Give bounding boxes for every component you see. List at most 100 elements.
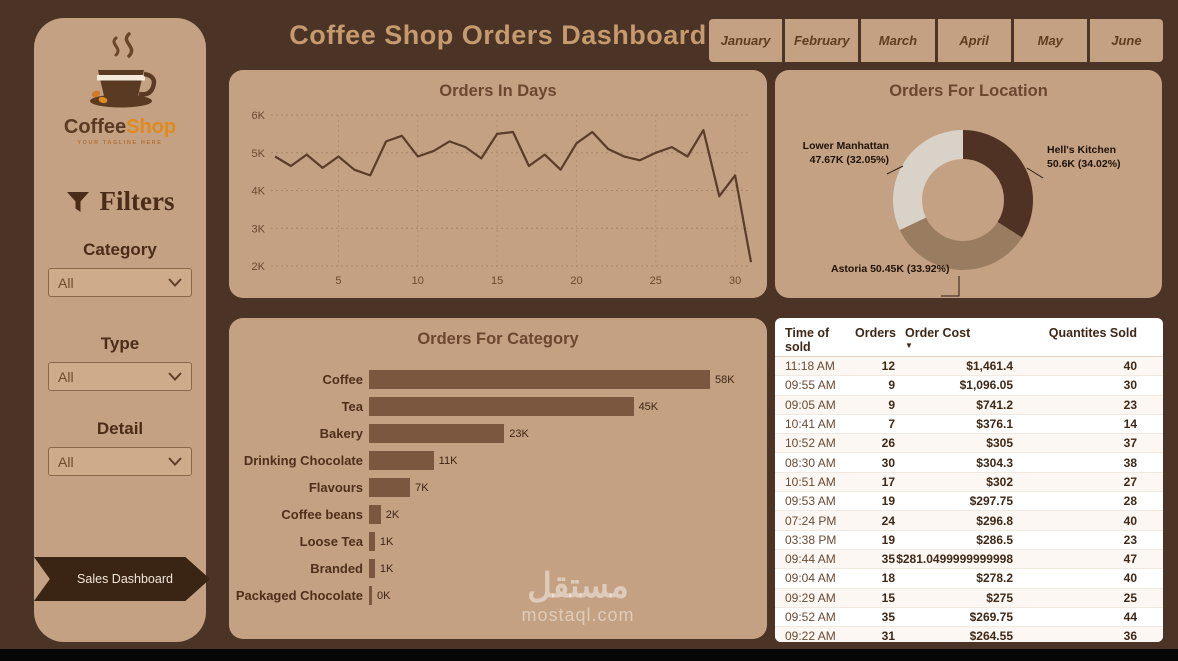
month-tab-february[interactable]: February (785, 19, 859, 62)
table-row: 09:44 AM 35 $281.0499999999998 47 (775, 549, 1163, 570)
chevron-down-icon (168, 278, 182, 287)
donut-label-hells-kitchen: Hell's Kitchen 50.6K (34.02%) (1047, 144, 1121, 170)
table-cell: $281.0499999999998 (896, 552, 1013, 567)
column-header-order-cost[interactable]: Order Cost ▼ (895, 326, 1017, 350)
bar-value-label: 1K (379, 535, 394, 548)
bar-row: Bakery 23K (233, 420, 757, 447)
bar-row: Tea 45K (233, 393, 757, 420)
bar-row: Flavours 7K (233, 474, 757, 501)
bar-row: Loose Tea 1K (233, 528, 757, 555)
table-cell: 09:04 AM (785, 571, 836, 586)
column-header-quantites-sold[interactable]: Quantites Sold (1048, 326, 1137, 340)
table-cell: 24 (881, 513, 895, 528)
table-cell: 38 (1123, 455, 1137, 470)
chevron-down-icon (168, 372, 182, 381)
table-cell: 31 (881, 629, 895, 642)
svg-text:5: 5 (335, 275, 341, 287)
bar-track: 23K (369, 424, 757, 443)
svg-text:6K: 6K (252, 110, 266, 122)
category-dropdown[interactable]: All (48, 268, 192, 297)
orders-for-location-donut-chart (886, 130, 1044, 297)
sidebar: CoffeeShop YOUR TAGLINE HERE Filters Cat… (34, 18, 210, 642)
table-cell: 26 (881, 436, 895, 451)
table-cell: 10:51 AM (785, 474, 836, 489)
table-row: 10:52 AM 26 $305 37 (775, 434, 1163, 454)
table-row: 10:41 AM 7 $376.1 14 (775, 415, 1163, 435)
column-header-orders[interactable]: Orders (855, 326, 896, 340)
table-cell: 08:30 AM (785, 455, 836, 470)
bar-fill[interactable] (369, 532, 375, 551)
svg-text:25: 25 (650, 275, 662, 287)
table-row: 09:05 AM 9 $741.2 23 (775, 395, 1163, 415)
bar-category-label: Packaged Chocolate (235, 588, 363, 603)
month-tabs: January February March April May June (709, 19, 1164, 62)
table-cell: 03:38 PM (785, 532, 837, 547)
orders-for-location-title: Orders For Location (889, 82, 1048, 100)
bar-category-label: Coffee (322, 372, 363, 387)
table-cell: 18 (881, 571, 895, 586)
table-row: 09:53 AM 19 $297.75 28 (775, 492, 1163, 512)
bar-value-label: 23K (509, 427, 529, 440)
table-cell: 09:44 AM (785, 552, 836, 567)
bar-fill[interactable] (369, 397, 634, 416)
month-tab-may[interactable]: May (1013, 19, 1087, 62)
table-cell: 09:29 AM (785, 590, 836, 605)
type-dropdown[interactable]: All (48, 362, 192, 391)
sales-dashboard-button[interactable]: Sales Dashboard (34, 557, 210, 601)
bar-fill[interactable] (369, 451, 434, 470)
svg-text:2K: 2K (252, 261, 266, 273)
bar-category-label: Drinking Chocolate (243, 453, 363, 468)
table-cell: 7 (888, 417, 895, 432)
table-cell: $296.8 (976, 513, 1013, 528)
bar-track: 7K (369, 478, 757, 497)
bar-row: Packaged Chocolate 0K (233, 582, 757, 609)
bar-fill[interactable] (369, 478, 411, 497)
month-tab-april[interactable]: April (937, 19, 1011, 62)
table-cell: 07:24 PM (785, 513, 837, 528)
filter-funnel-icon (66, 191, 89, 212)
table-cell: 09:52 AM (785, 610, 836, 624)
bar-value-label: 2K (385, 508, 400, 521)
bar-category-label: Coffee beans (281, 507, 363, 522)
bar-fill[interactable] (369, 586, 372, 605)
bar-category-label: Tea (341, 399, 363, 414)
svg-text:5K: 5K (252, 148, 266, 160)
table-cell: $275 (986, 590, 1013, 605)
table-cell: 10:52 AM (785, 436, 836, 451)
bottom-black-bar (0, 649, 1178, 661)
table-cell: 9 (888, 397, 895, 412)
column-header-time-of-sold[interactable]: Time of sold (785, 326, 830, 354)
month-tab-march[interactable]: March (861, 19, 935, 62)
svg-text:15: 15 (491, 275, 503, 287)
bar-fill[interactable] (369, 424, 505, 443)
bar-value-label: 58K (715, 373, 735, 386)
bar-fill[interactable] (369, 559, 375, 578)
detail-dropdown-value: All (58, 453, 74, 470)
detail-dropdown[interactable]: All (48, 447, 192, 476)
month-tab-june[interactable]: June (1089, 19, 1164, 62)
svg-text:3K: 3K (252, 223, 266, 235)
filter-label-detail: Detail (96, 419, 144, 438)
bar-track: 1K (369, 532, 757, 551)
table-cell: 09:55 AM (785, 378, 836, 393)
bar-category-label: Loose Tea (299, 534, 363, 549)
bar-track: 2K (369, 505, 757, 524)
table-cell: 40 (1123, 571, 1137, 586)
bar-fill[interactable] (369, 370, 710, 389)
coffee-shop-logo: CoffeeShop YOUR TAGLINE HERE (34, 32, 206, 146)
orders-table: Time of sold Orders Order Cost ▼ Quantit… (775, 318, 1163, 642)
bar-value-label: 45K (638, 400, 659, 413)
bar-category-label: Bakery (319, 426, 363, 441)
table-row: 09:04 AM 18 $278.2 40 (775, 569, 1163, 589)
logo-tagline: YOUR TAGLINE HERE (77, 140, 163, 146)
table-row: 10:51 AM 17 $302 27 (775, 472, 1163, 493)
table-cell: 12 (881, 359, 895, 374)
table-cell: $1,461.4 (966, 359, 1013, 374)
table-row: 03:38 PM 19 $286.5 23 (775, 531, 1163, 550)
bar-fill[interactable] (369, 505, 381, 524)
category-dropdown-value: All (58, 274, 74, 291)
filters-header: Filters (34, 186, 206, 217)
table-cell: 27 (1123, 474, 1137, 489)
table-cell: $286.5 (976, 532, 1013, 547)
month-tab-january[interactable]: January (709, 19, 783, 62)
